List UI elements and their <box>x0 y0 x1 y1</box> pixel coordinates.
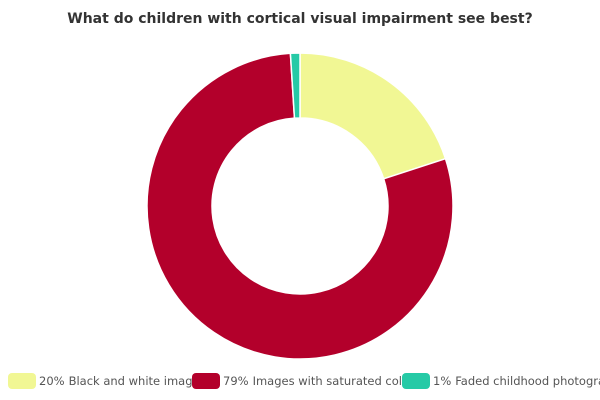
legend-value: 20% <box>39 374 65 388</box>
donut-slice <box>146 52 454 360</box>
legend-swatch <box>8 373 36 389</box>
legend-swatch <box>402 373 430 389</box>
legend-item: 20% Black and white images. <box>8 373 209 389</box>
legend-value: 79% <box>223 374 249 388</box>
legend-label: 79% Images with saturated colors. <box>223 374 423 388</box>
legend-name: Images with saturated colors. <box>253 374 424 388</box>
legend-swatch <box>192 373 220 389</box>
legend-name: Black and white images. <box>69 374 210 388</box>
legend-value: 1% <box>433 374 451 388</box>
legend-name: Faded childhood photographs. <box>455 374 600 388</box>
legend-item: 1% Faded childhood photographs. <box>402 373 600 389</box>
legend-item: 79% Images with saturated colors. <box>192 373 423 389</box>
chart-title: What do children with cortical visual im… <box>67 11 532 27</box>
legend-label: 1% Faded childhood photographs. <box>433 374 600 388</box>
legend-label: 20% Black and white images. <box>39 374 209 388</box>
donut-slice <box>299 52 447 180</box>
donut-slice <box>289 52 301 119</box>
